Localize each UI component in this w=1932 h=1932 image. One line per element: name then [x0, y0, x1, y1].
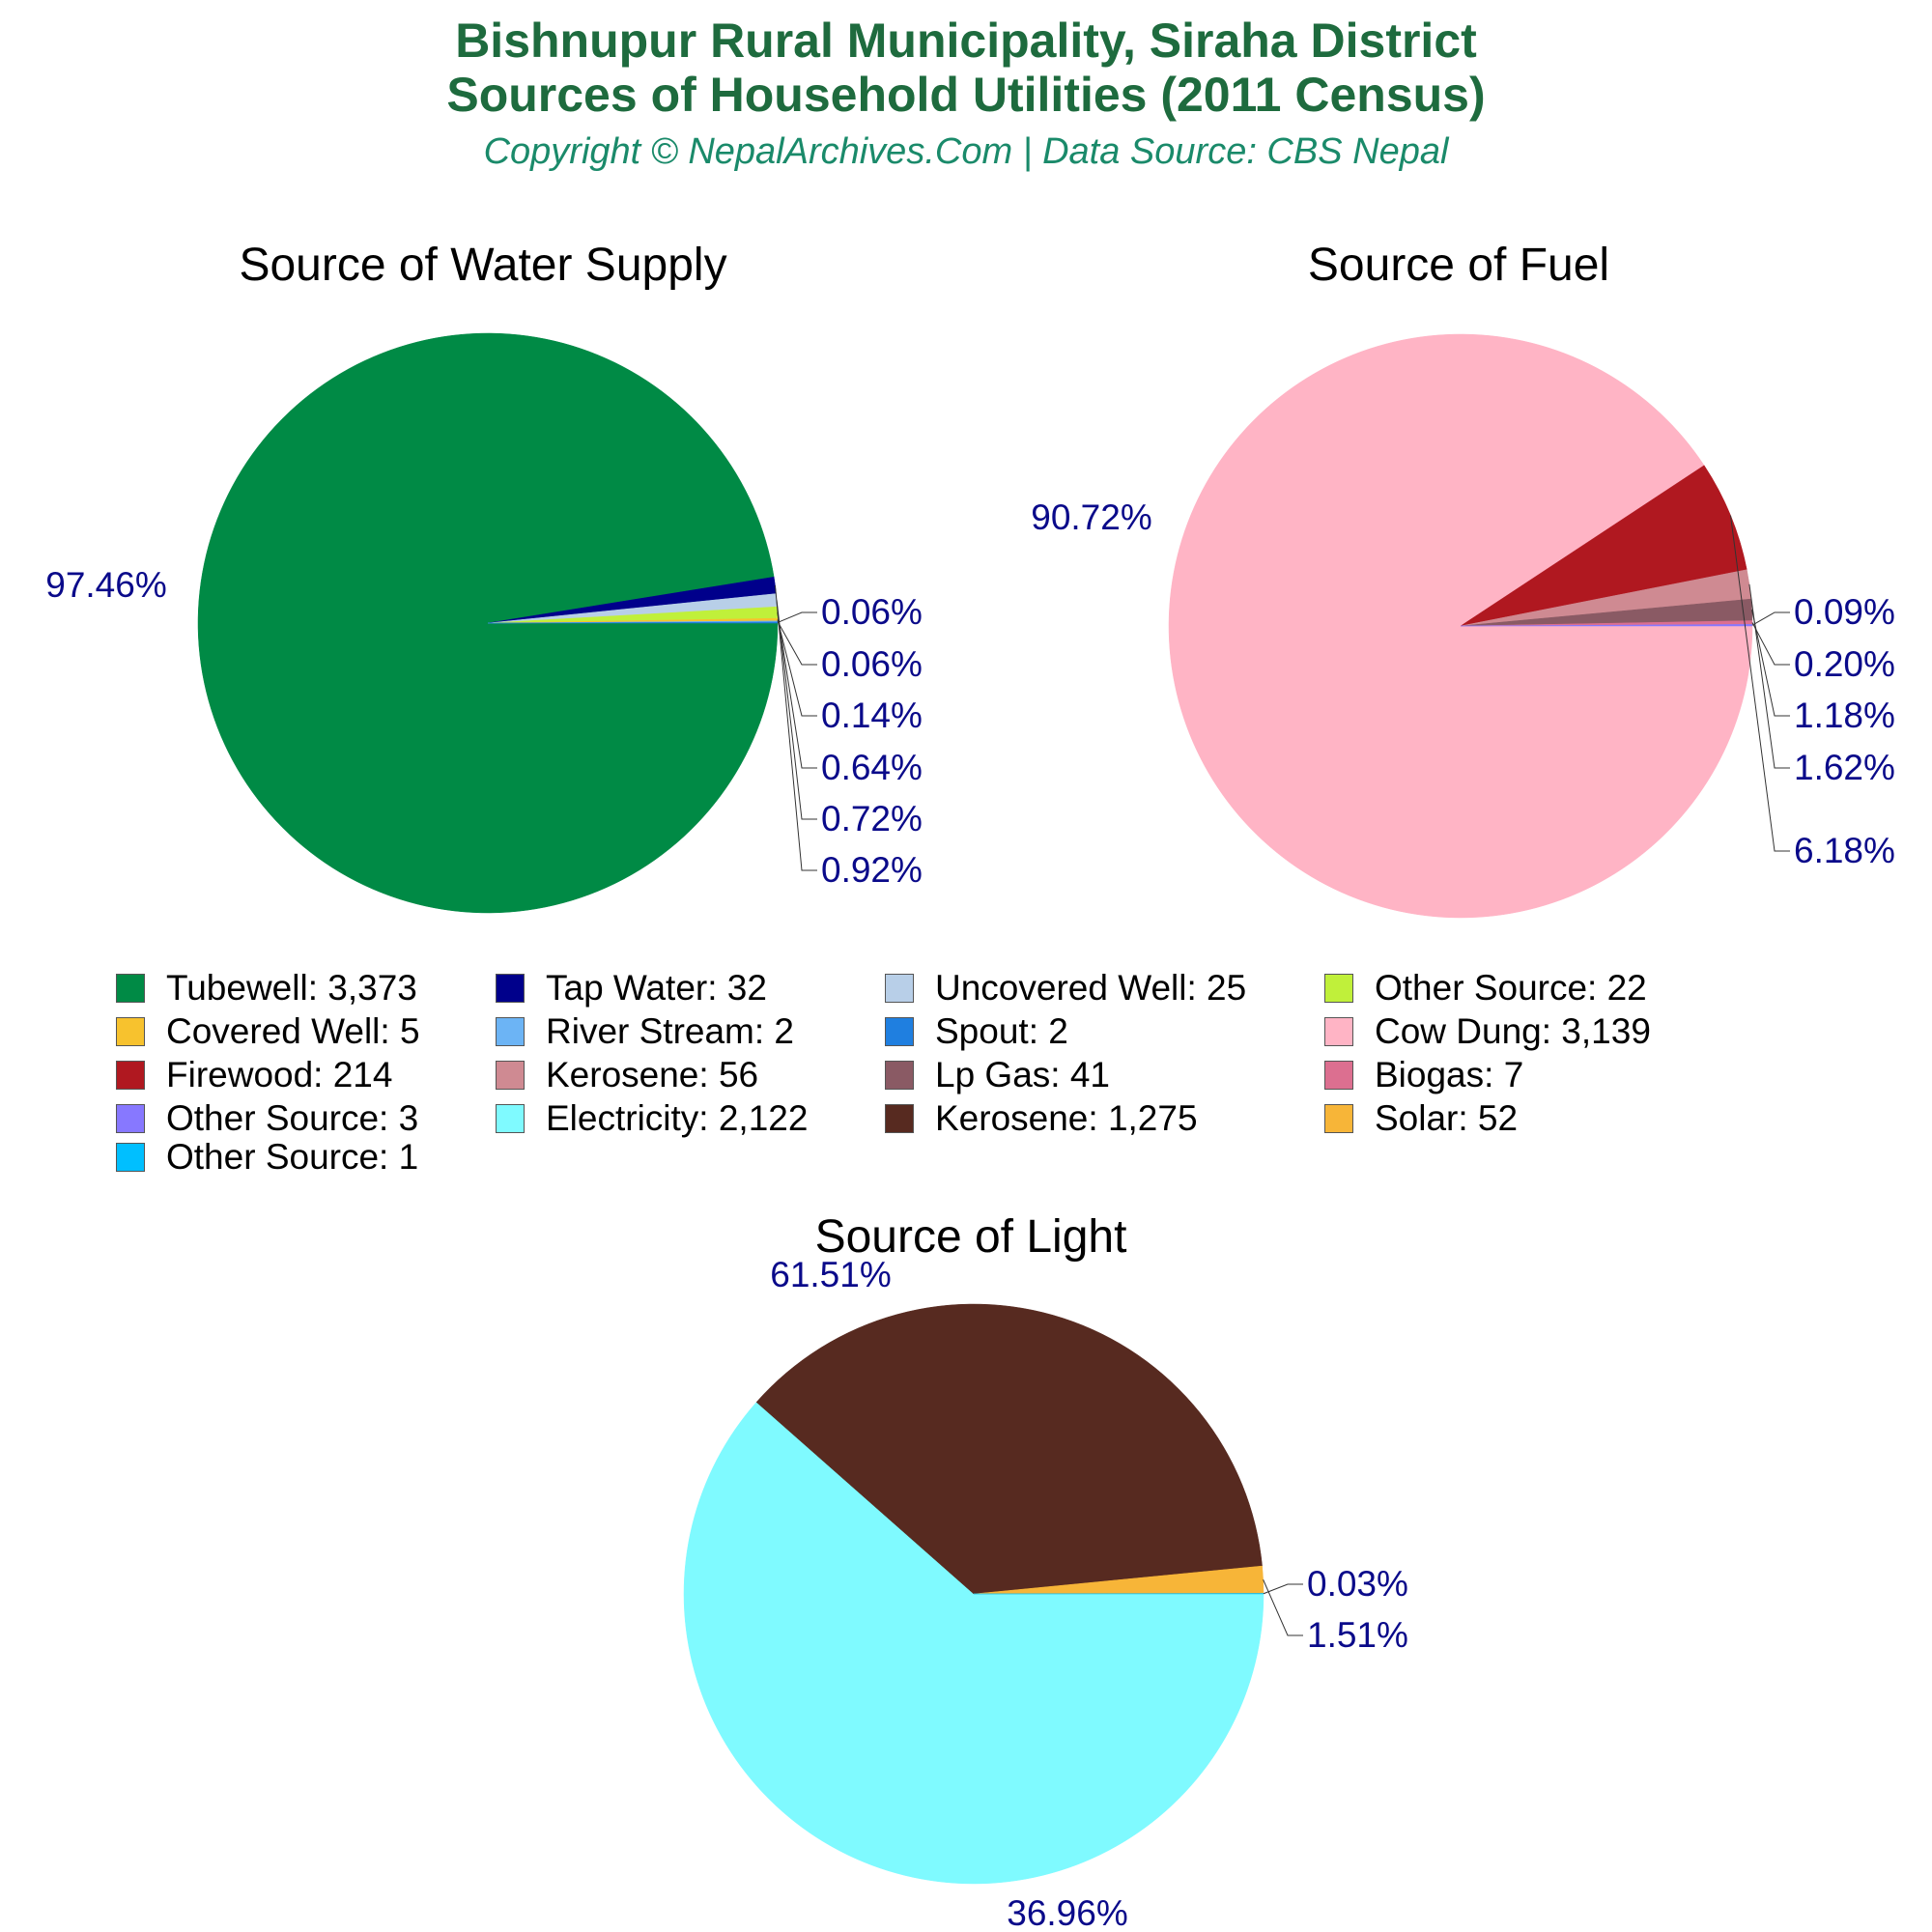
pct-label-other-source: 0.64% [821, 748, 923, 787]
leader-line-other-source [1263, 1583, 1303, 1595]
source-of-water-supply-pie: Source of Water Supply 97.46% 0.06% 0.06% 0.… [45, 240, 923, 914]
leader-line-uncovered-well [776, 600, 817, 820]
pct-label-river-stream: 0.06% [821, 644, 923, 684]
pct-label-kerosene: 1.62% [1794, 748, 1895, 787]
leader-line-solar [1263, 1579, 1303, 1636]
copyright-subtitle: Copyright © NepalArchives.Com | Data Sou… [483, 131, 1449, 172]
leader-line-other-source [1751, 611, 1790, 626]
leader-line-biogas [1751, 622, 1790, 666]
pct-label-lp-gas: 1.18% [1794, 696, 1895, 735]
pct-label-covered-well: 0.14% [821, 696, 923, 735]
pct-label-other-source: 0.03% [1307, 1564, 1408, 1604]
main-title-line-2: Sources of Household Utilities (2011 Cen… [446, 68, 1486, 122]
source-of-light-title: Source of Light [815, 1211, 1127, 1263]
pct-label-spout: 0.06% [821, 592, 923, 632]
leader-line-lp-gas [1751, 610, 1790, 717]
leader-line-firewood [1729, 515, 1790, 852]
leader-line-river-stream [777, 621, 817, 666]
source-of-fuel-pie: Source of Fuel 90.72% 0.09% 0.20% 1.18% 1.62%… [1031, 240, 1895, 919]
main-title-line-1: Bishnupur Rural Municipality, Siraha Dis… [455, 14, 1477, 68]
chart-header: Bishnupur Rural Municipality, Siraha Dis… [0, 14, 1932, 176]
slice-electricity [683, 1402, 1264, 1885]
leader-line-covered-well [777, 619, 817, 717]
source-of-fuel-title: Source of Fuel [1308, 240, 1609, 291]
pct-label-solar: 1.51% [1307, 1615, 1408, 1655]
pct-label-cow-dung: 90.72% [1031, 497, 1152, 537]
pct-label-biogas: 0.20% [1794, 644, 1895, 684]
pct-label-kerosene: 36.96% [1007, 1893, 1128, 1932]
slice-kerosene [755, 1303, 1263, 1595]
pct-label-tubewell: 97.46% [45, 565, 167, 605]
pct-label-uncovered-well: 0.72% [821, 799, 923, 838]
leader-line-other-source [777, 612, 817, 769]
leader-line-tap-water [774, 584, 817, 871]
leader-line-kerosene [1748, 583, 1790, 769]
source-of-water-supply-title: Source of Water Supply [239, 240, 726, 291]
pct-label-firewood: 6.18% [1794, 831, 1895, 870]
leader-line-spout [777, 611, 817, 623]
pct-label-tap-water: 0.92% [821, 850, 923, 890]
pct-label-other-source: 0.09% [1794, 592, 1895, 632]
pct-label-electricity: 61.51% [770, 1255, 892, 1294]
